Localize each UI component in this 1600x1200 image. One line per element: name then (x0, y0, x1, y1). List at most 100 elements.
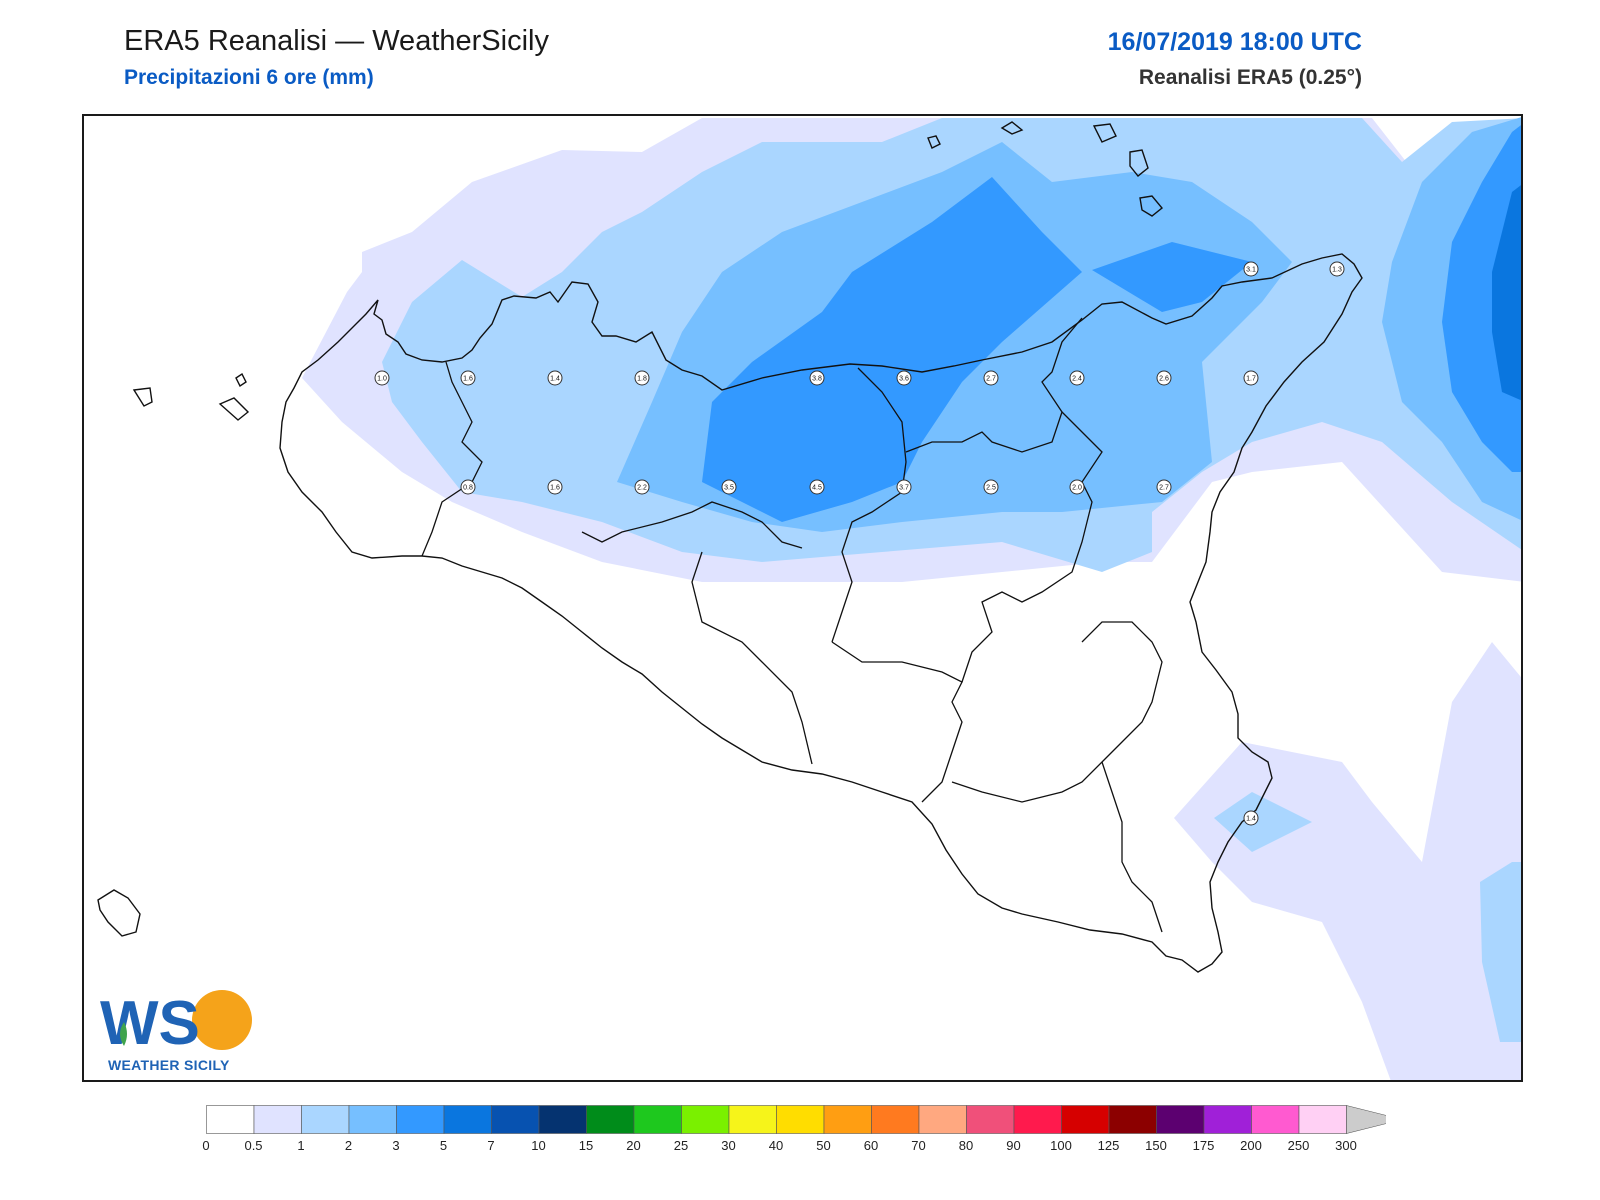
border-pa-cl (831, 367, 907, 643)
colorbar-tick-label: 100 (1050, 1138, 1072, 1153)
colorbar-segment (1013, 1105, 1062, 1134)
station-value: 1.7 (1246, 376, 1256, 383)
station-marker: 3.6 (896, 370, 912, 386)
island-1 (132, 387, 153, 407)
border-ct-sr (951, 621, 1163, 803)
colorbar-segment (538, 1105, 587, 1134)
border-pa-ag (581, 501, 803, 549)
station-dot (374, 370, 390, 386)
colorbar-segment (1156, 1105, 1205, 1134)
station-markers: 1.0 1.6 1.4 1.8 3.8 3.6 2.7 2.4 2.6 1.7 0.8 1.6 2.2 3… (374, 261, 1345, 826)
island-salina (1092, 123, 1117, 143)
station-value: 1.4 (550, 376, 560, 383)
station-value: 1.6 (550, 485, 560, 492)
colorbar-segment (633, 1105, 682, 1134)
colorbar-segment (681, 1105, 730, 1134)
station-marker: 1.7 (1243, 370, 1259, 386)
colorbar-segment (348, 1105, 397, 1134)
valid-datetime: 16/07/2019 18:00 UTC (1107, 28, 1362, 56)
island-ustica (927, 135, 941, 149)
station-marker: 2.5 (983, 479, 999, 495)
station-value: 2.5 (986, 485, 996, 492)
island-2 (218, 397, 250, 421)
field-3-5-ne (1092, 242, 1252, 312)
colorbar-segment (1203, 1105, 1252, 1134)
station-marker: 1.6 (460, 370, 476, 386)
colorbar (206, 1105, 1386, 1134)
station-value: 2.6 (1159, 376, 1169, 383)
border-cl-en (831, 641, 963, 803)
colorbar-tick-label: 0 (202, 1138, 210, 1153)
colorbar-tick-label: 0.5 (244, 1138, 263, 1153)
station-marker: 3.7 (896, 479, 912, 495)
border-ag-cl (691, 551, 813, 765)
colorbar-tick-label: 7 (487, 1138, 495, 1153)
station-value: 2.0 (1072, 485, 1082, 492)
station-marker: 0.8 (460, 479, 476, 495)
colorbar-segment (728, 1105, 777, 1134)
colorbar-tick-label: 5 (439, 1138, 448, 1153)
border-tp-pa (421, 361, 483, 557)
precip-fields (302, 117, 1521, 1080)
map-subtitle: Precipitazioni 6 ore (mm) (124, 66, 374, 89)
colorbar-tick-label: 150 (1145, 1138, 1167, 1153)
colorbar-extend-arrow (1346, 1105, 1386, 1134)
station-marker: 2.0 (1069, 479, 1085, 495)
field-5-7-east (1492, 185, 1521, 401)
station-dot (1069, 370, 1085, 386)
field-0.5-1-east (1174, 642, 1521, 1080)
station-marker: 2.7 (983, 370, 999, 386)
field-1-2-patch (1214, 792, 1312, 852)
station-marker: 4.5 (809, 479, 825, 495)
station-dot (809, 479, 825, 495)
colorbar-tick-label: 2 (344, 1138, 353, 1153)
border-pa-me (905, 317, 1083, 453)
station-marker: 2.7 (1156, 479, 1172, 495)
station-dot (547, 479, 563, 495)
province-borders (421, 317, 1163, 933)
colorbar-segment (1298, 1105, 1347, 1134)
station-dot (1156, 479, 1172, 495)
station-value: 2.7 (986, 376, 996, 383)
island-alicudi (1000, 121, 1024, 135)
station-dot (983, 479, 999, 495)
station-value: 2.2 (637, 485, 647, 492)
island-lipari (1129, 149, 1149, 177)
border-rg-sr (1101, 761, 1163, 933)
station-value: 2.7 (1159, 485, 1169, 492)
colorbar-tick-label: 80 (958, 1138, 974, 1153)
station-value: 3.5 (724, 485, 734, 492)
station-value: 3.6 (899, 376, 909, 383)
colorbar-segment (776, 1105, 825, 1134)
ws-logo-icon: WS (100, 989, 252, 1058)
station-value: 1.8 (637, 376, 647, 383)
station-marker: 1.8 (634, 370, 650, 386)
station-dot (634, 479, 650, 495)
colorbar-tick-label: 60 (863, 1138, 879, 1153)
station-marker: 1.4 (1243, 810, 1259, 826)
colorbar-tick-label: 200 (1240, 1138, 1262, 1153)
station-value: 0.8 (463, 485, 473, 492)
station-dot (1243, 370, 1259, 386)
colorbar-segment (1061, 1105, 1110, 1134)
colorbar-segment (1108, 1105, 1157, 1134)
station-marker: 3.8 (809, 370, 825, 386)
colorbar-tick-label: 90 (1006, 1138, 1021, 1153)
island-pantelleria (97, 889, 141, 937)
station-value: 2.4 (1072, 376, 1082, 383)
colorbar-tick-label: 175 (1192, 1138, 1215, 1153)
station-value: 4.5 (812, 485, 822, 492)
station-value: 3.7 (899, 485, 909, 492)
station-dot (1243, 261, 1259, 277)
station-value: 3.1 (1246, 267, 1256, 274)
logo-text: WEATHER SICILY (108, 1057, 230, 1073)
station-dot (547, 370, 563, 386)
colorbar-tick-label: 250 (1287, 1138, 1310, 1153)
colorbar-tick-label: 50 (816, 1138, 831, 1153)
colorbar-segment (206, 1105, 255, 1134)
colorbar-segment (1251, 1105, 1300, 1134)
coastlines (97, 121, 1363, 973)
island-3 (235, 372, 247, 388)
colorbar-tick-label: 70 (911, 1138, 926, 1153)
station-value: 1.3 (1332, 267, 1342, 274)
